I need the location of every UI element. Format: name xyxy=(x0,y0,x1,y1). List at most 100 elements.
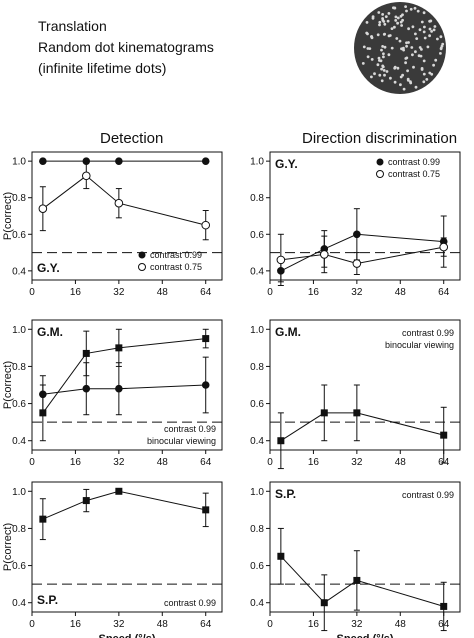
stimulus-dot xyxy=(405,41,408,45)
legend-marker xyxy=(138,251,146,259)
stimulus-dot xyxy=(432,63,435,67)
data-point xyxy=(115,487,123,495)
stimulus-dot xyxy=(389,76,392,80)
x-tick-label: 32 xyxy=(351,457,363,468)
series-2 xyxy=(276,233,449,286)
stimulus-illustration xyxy=(354,2,446,94)
stimulus-dot xyxy=(381,17,384,20)
stimulus-dot xyxy=(370,36,374,40)
legend-marker xyxy=(138,263,146,271)
column-title-detection: Detection xyxy=(100,130,164,147)
data-point xyxy=(82,349,90,357)
x-tick-label: 32 xyxy=(113,457,125,468)
data-point xyxy=(201,220,211,230)
y-tick-label: 0.8 xyxy=(250,524,264,535)
x-tick-label: 32 xyxy=(351,287,363,298)
stimulus-dot xyxy=(405,44,408,48)
data-point xyxy=(320,599,328,607)
stimulus-dot xyxy=(401,13,404,17)
stimulus-dot xyxy=(420,48,423,51)
x-tick-label: 0 xyxy=(267,287,273,298)
legend-label: contrast 0.99 xyxy=(388,157,440,167)
stimulus-dot xyxy=(383,32,386,36)
stimulus-dot xyxy=(365,21,369,24)
data-point xyxy=(39,409,47,417)
stimulus-dot xyxy=(425,78,429,81)
series-2 xyxy=(38,162,211,241)
stimulus-dot xyxy=(390,27,394,30)
stimulus-dot xyxy=(428,19,431,23)
stimulus-dot xyxy=(383,73,386,77)
y-tick-label: 0.4 xyxy=(12,436,26,447)
stimulus-dot xyxy=(422,11,426,15)
x-tick-label: 48 xyxy=(395,457,407,468)
series-1 xyxy=(39,157,210,165)
stimulus-dot xyxy=(420,20,424,24)
stimulus-dot xyxy=(380,48,383,52)
plot-frame xyxy=(269,151,461,281)
stimulus-dot xyxy=(439,47,443,51)
stimulus-dot xyxy=(406,69,409,73)
x-tick-label: 0 xyxy=(29,457,35,468)
stimulus-dot xyxy=(376,33,380,37)
stimulus-dot xyxy=(370,75,373,79)
stimulus-dot xyxy=(399,20,403,24)
stimulus-dot xyxy=(373,72,376,76)
stimulus-dot xyxy=(396,21,399,25)
data-point xyxy=(352,259,362,268)
series-line xyxy=(42,490,206,520)
stimulus-dot xyxy=(394,19,398,22)
stimulus-dot xyxy=(383,45,387,49)
legend-label: contrast 0.75 xyxy=(150,262,202,272)
y-tick-label: 0.4 xyxy=(250,266,264,277)
stimulus-dot xyxy=(414,85,418,89)
x-tick-label: 32 xyxy=(113,287,125,298)
stimulus-dot xyxy=(393,66,397,70)
stimulus-dot xyxy=(386,19,390,23)
x-tick-label: 48 xyxy=(157,457,169,468)
stimulus-dot xyxy=(399,75,403,79)
panel-annotation: binocular viewing xyxy=(147,436,216,446)
series-1 xyxy=(277,384,448,470)
stimulus-dot xyxy=(423,25,426,29)
x-tick-label: 0 xyxy=(29,619,35,630)
stimulus-dot xyxy=(395,37,399,40)
y-tick-label: 0.8 xyxy=(12,524,26,535)
stimulus-dot xyxy=(402,87,406,91)
stimulus-dot xyxy=(411,25,415,29)
stimulus-dot xyxy=(383,22,387,26)
y-tick-label: 0.6 xyxy=(12,230,26,241)
column-title-direction: Direction discrimination xyxy=(302,130,458,147)
y-tick-label: 0.4 xyxy=(12,266,26,277)
stimulus-dot xyxy=(441,42,445,46)
plot-frame xyxy=(31,319,223,451)
stimulus-dot xyxy=(382,69,386,72)
stimulus-dot xyxy=(430,30,433,33)
stimulus-dot xyxy=(390,46,394,50)
plot-frame xyxy=(31,151,223,281)
x-tick-label: 64 xyxy=(438,287,450,298)
stimulus-dot xyxy=(428,27,432,31)
stimulus-dot xyxy=(398,39,402,43)
stimulus-dot xyxy=(433,25,437,28)
header-line-2: Random dot kinematograms xyxy=(38,39,214,55)
stimulus-dot xyxy=(404,61,407,65)
x-tick-label: 16 xyxy=(308,619,320,630)
x-tick-label: 64 xyxy=(200,619,212,630)
stimulus-dot xyxy=(371,16,375,20)
subject-label: S.P. xyxy=(275,487,296,501)
y-tick-label: 0.8 xyxy=(250,193,264,204)
stimulus-dot xyxy=(411,53,414,57)
stimulus-dot xyxy=(407,27,410,31)
header-line-3: (infinite lifetime dots) xyxy=(38,60,167,76)
stimulus-dot xyxy=(387,53,391,57)
stimulus-dot xyxy=(404,5,407,8)
stimulus-dot xyxy=(378,59,381,62)
subject-label: G.Y. xyxy=(275,157,298,171)
stimulus-dot xyxy=(436,37,439,41)
panel-annotation: contrast 0.99 xyxy=(164,598,216,608)
header-line-1: Translation xyxy=(38,18,107,34)
data-point xyxy=(115,384,123,393)
y-tick-label: 0.6 xyxy=(250,561,264,572)
